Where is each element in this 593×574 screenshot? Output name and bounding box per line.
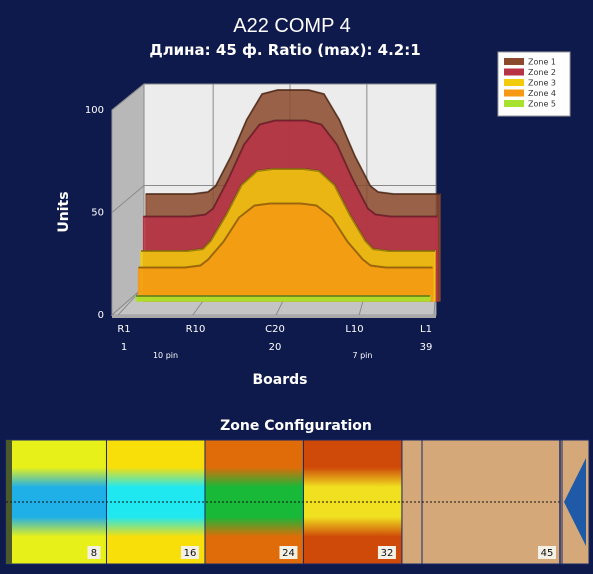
series-rim-zone-3 [141, 168, 435, 252]
series-rim-zone-4 [138, 202, 433, 269]
legend-swatch [504, 58, 524, 65]
legend-swatch [504, 89, 524, 97]
board-label-bg [279, 546, 298, 559]
board-label: 24 [282, 548, 295, 559]
chart-title: A22 COMP 4 [233, 15, 350, 37]
board-label-bg [180, 546, 199, 559]
series-area-zone-4 [137, 202, 434, 302]
grid-line-side [111, 83, 145, 111]
board-label-bg [538, 546, 556, 559]
grid-line-side [111, 185, 145, 213]
board-label-bg [87, 546, 101, 559]
legend-label: Zone 5 [528, 100, 556, 109]
zone-config-lane: 8 16 24 32 45 [5, 439, 590, 565]
zone-config-title: Zone Configuration [220, 418, 372, 434]
board-label: 8 [91, 548, 97, 559]
legend-swatch [504, 100, 524, 107]
axis-layer: 0 50 100 R1 1 R10 C20 20 L10 L1 39 10 pin 7 pin [85, 105, 432, 360]
y-tick-label: 50 [91, 208, 104, 219]
board-label: 32 [381, 548, 394, 559]
legend-swatch [504, 68, 524, 76]
board-label: 45 [541, 548, 554, 559]
y-axis-label: Units [56, 191, 72, 232]
pin-label: 7 pin [352, 351, 372, 360]
x-tick-number: 39 [420, 342, 433, 353]
legend-label: Zone 2 [528, 68, 556, 77]
zone-segment-5 [401, 439, 563, 565]
pin-label: 10 pin [153, 351, 178, 360]
x-tick-label: C20 [265, 324, 285, 335]
legend-label: Zone 4 [528, 89, 556, 98]
lane-end-arrow [564, 458, 586, 546]
y-tick-label: 100 [85, 105, 104, 116]
board-label: 16 [184, 548, 197, 559]
x-tick-number: 1 [121, 342, 127, 353]
x-tick-label: R1 [117, 324, 130, 335]
x-tick-label: L10 [345, 324, 363, 335]
series-layer [135, 89, 441, 302]
y-tick-label: 0 [98, 310, 104, 321]
legend-swatch [504, 79, 524, 86]
series-area-zone-5 [135, 295, 431, 302]
x-tick-label: L1 [420, 324, 432, 335]
x-tick-label: R10 [186, 324, 206, 335]
legend-label: Zone 3 [528, 79, 556, 88]
series-rim-zone-2 [143, 119, 438, 218]
series-rim-zone-1 [146, 89, 440, 195]
board-label-bg [377, 546, 396, 559]
chart-subtitle: Длина: 45 ф. Ratio (max): 4.2:1 [149, 41, 420, 59]
floor-front [112, 315, 436, 318]
x-axis-label: Boards [253, 372, 308, 388]
legend-label: Zone 1 [528, 58, 556, 67]
x-tick-number: 20 [269, 342, 282, 353]
lane-edge [6, 440, 12, 564]
